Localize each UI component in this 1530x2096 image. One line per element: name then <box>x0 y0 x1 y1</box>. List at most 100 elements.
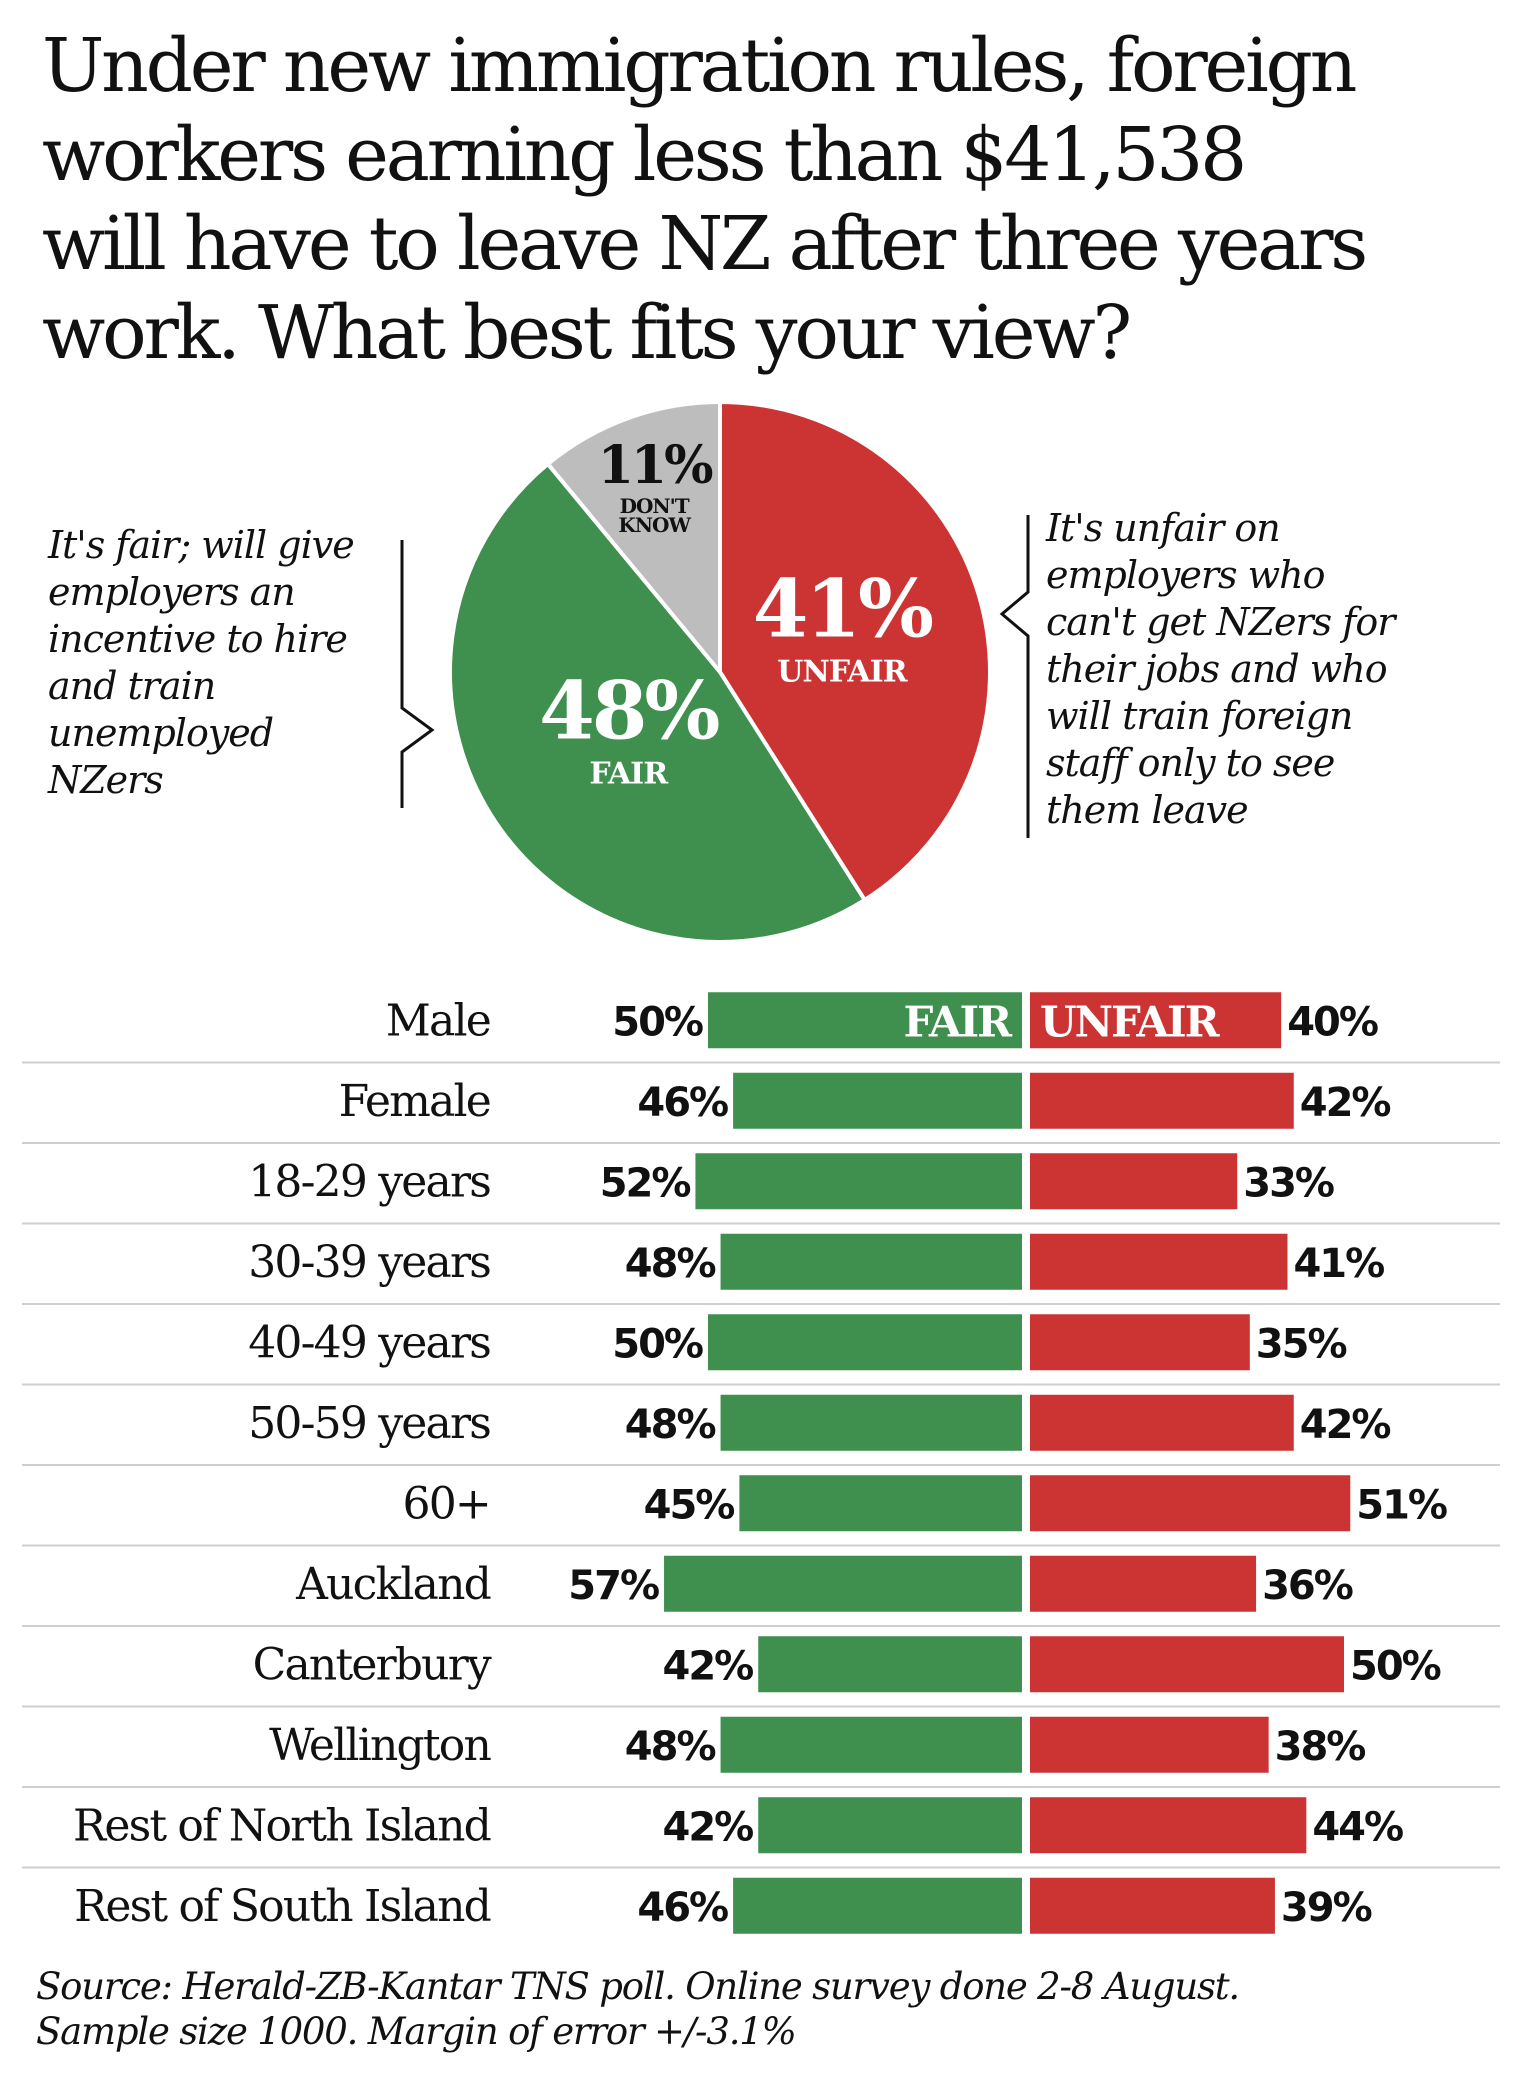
pie-slices <box>448 399 992 944</box>
bar-row: 30-39 years 48% 41% <box>22 1233 1500 1305</box>
annotation-line: incentive to hire <box>48 617 348 661</box>
unfair-value-label: 35% <box>1256 1321 1347 1367</box>
bar-row: Male 50% 40% FAIR UNFAIR <box>22 992 1500 1064</box>
unfair-bar <box>1030 1475 1351 1532</box>
unfair-bar <box>1030 1797 1307 1854</box>
fair-bar <box>720 1394 1022 1451</box>
bar-row: Auckland 57% 36% <box>22 1555 1500 1627</box>
bar-row: 40-49 years 50% 35% <box>22 1314 1500 1386</box>
unfair-bar <box>1030 1636 1344 1693</box>
bar-row: Female 46% 42% <box>22 1072 1500 1144</box>
fair-bar <box>758 1797 1022 1854</box>
pie-category-label: FAIR <box>589 757 669 792</box>
unfair-bracket <box>999 515 1030 838</box>
fair-bar <box>733 1877 1022 1934</box>
pie-category-label: KNOW <box>618 513 691 537</box>
annotation-line: NZers <box>48 758 164 802</box>
title-line: Under new immigration rules, foreign <box>42 23 1357 109</box>
category-label: Rest of North Island <box>73 1800 491 1851</box>
unfair-bar <box>1030 1877 1275 1934</box>
unfair-value-label: 42% <box>1300 1080 1391 1126</box>
unfair-value-label: 50% <box>1350 1643 1441 1689</box>
unfair-bar <box>1030 1555 1257 1612</box>
annotation-line: staff only to see <box>1046 741 1335 785</box>
unfair-bar <box>1030 1394 1294 1451</box>
pie-value-label: 48% <box>539 664 719 758</box>
fair-value-label: 50% <box>612 999 703 1045</box>
annotation-line: can't get NZers for <box>1046 600 1395 644</box>
bar-row: Rest of South Island 46% 39% <box>74 1877 1374 1934</box>
unfair-bar <box>1030 1072 1294 1129</box>
pie-category-label: UNFAIR <box>777 655 908 690</box>
category-label: 60+ <box>403 1478 490 1529</box>
category-label: Male <box>386 995 490 1046</box>
bar-row: 18-29 years 52% 33% <box>22 1153 1500 1225</box>
fair-value-label: 46% <box>637 1080 728 1126</box>
fair-bar <box>758 1636 1022 1693</box>
fair-bar <box>739 1475 1022 1532</box>
annotation-line: It's fair; will give <box>48 523 355 567</box>
annotation-line: them leave <box>1046 788 1249 832</box>
unfair-value-label: 41% <box>1293 1241 1384 1287</box>
unfair-value-label: 44% <box>1312 1804 1403 1850</box>
fair-value-label: 52% <box>600 1160 691 1206</box>
fair-value-label: 45% <box>644 1482 735 1528</box>
fair-value-label: 50% <box>612 1321 703 1367</box>
unfair-series-label: UNFAIR <box>1040 997 1221 1046</box>
unfair-value-label: 51% <box>1356 1482 1447 1528</box>
unfair-value-label: 33% <box>1243 1160 1334 1206</box>
pie-value-label: 41% <box>753 562 933 656</box>
fair-series-label: FAIR <box>904 997 1014 1046</box>
annotation-line: and train <box>48 664 216 708</box>
pie-category-label: DON'T <box>620 494 690 518</box>
fair-value-label: 48% <box>625 1724 716 1770</box>
unfair-annotation: It's unfair on employers who can't get N… <box>1046 505 1395 834</box>
chart-title: Under new immigration rules, foreign wor… <box>42 22 1502 378</box>
unfair-bar <box>1030 1233 1288 1290</box>
unfair-bar <box>1030 1153 1238 1210</box>
category-label: Canterbury <box>253 1639 492 1690</box>
category-label: 30-39 years <box>248 1237 490 1288</box>
pie-slice-don-t-know <box>545 399 722 678</box>
unfair-value-label: 42% <box>1300 1402 1391 1448</box>
fair-value-label: 57% <box>568 1563 659 1609</box>
category-label: 18-29 years <box>248 1156 490 1207</box>
source-note: Source: Herald-ZB-Kantar TNS poll. Onlin… <box>36 1964 1240 2054</box>
annotation-line: will train foreign <box>1046 694 1353 738</box>
source-line: Sample size 1000. Margin of error +/-3.1… <box>36 2010 797 2053</box>
fair-bar <box>695 1153 1022 1210</box>
title-line: will have to leave NZ after three years <box>42 201 1368 287</box>
pie-slice-fair <box>448 461 868 944</box>
fair-value-label: 48% <box>625 1241 716 1287</box>
fair-value-label: 42% <box>662 1804 753 1850</box>
bar-row: Rest of North Island 42% 44% <box>22 1797 1500 1869</box>
pie-value-label: 11% <box>598 435 713 496</box>
fair-value-label: 42% <box>662 1643 753 1689</box>
unfair-value-label: 36% <box>1262 1563 1353 1609</box>
bar-row: 60+ 45% 51% <box>22 1475 1500 1547</box>
fair-bracket <box>400 540 435 808</box>
unfair-bar <box>1030 1314 1250 1371</box>
category-label: 40-49 years <box>248 1317 490 1368</box>
category-label: Rest of South Island <box>74 1881 491 1932</box>
bar-rows: Male 50% 40% FAIR UNFAIR Female 46% 42% 18-29 ye… <box>22 992 1500 1934</box>
annotation-line: unemployed <box>48 711 274 755</box>
fair-value-label: 46% <box>637 1885 728 1931</box>
fair-bar <box>708 1314 1022 1371</box>
fair-bar <box>720 1233 1022 1290</box>
source-line: Source: Herald-ZB-Kantar TNS poll. Onlin… <box>36 1965 1240 2008</box>
annotation-line: employers who <box>1046 553 1325 597</box>
fair-bar <box>664 1555 1022 1612</box>
category-label: Auckland <box>295 1559 490 1610</box>
fair-bar <box>733 1072 1022 1129</box>
fair-bar <box>708 992 1022 1049</box>
bar-row: 50-59 years 48% 42% <box>22 1394 1500 1466</box>
title-line: workers earning less than $41,538 <box>42 112 1247 198</box>
bar-row: Wellington 48% 38% <box>22 1716 1500 1788</box>
unfair-value-label: 39% <box>1281 1885 1372 1931</box>
annotation-line: employers an <box>48 570 296 614</box>
fair-bar <box>720 1716 1022 1773</box>
unfair-value-label: 40% <box>1287 999 1378 1045</box>
